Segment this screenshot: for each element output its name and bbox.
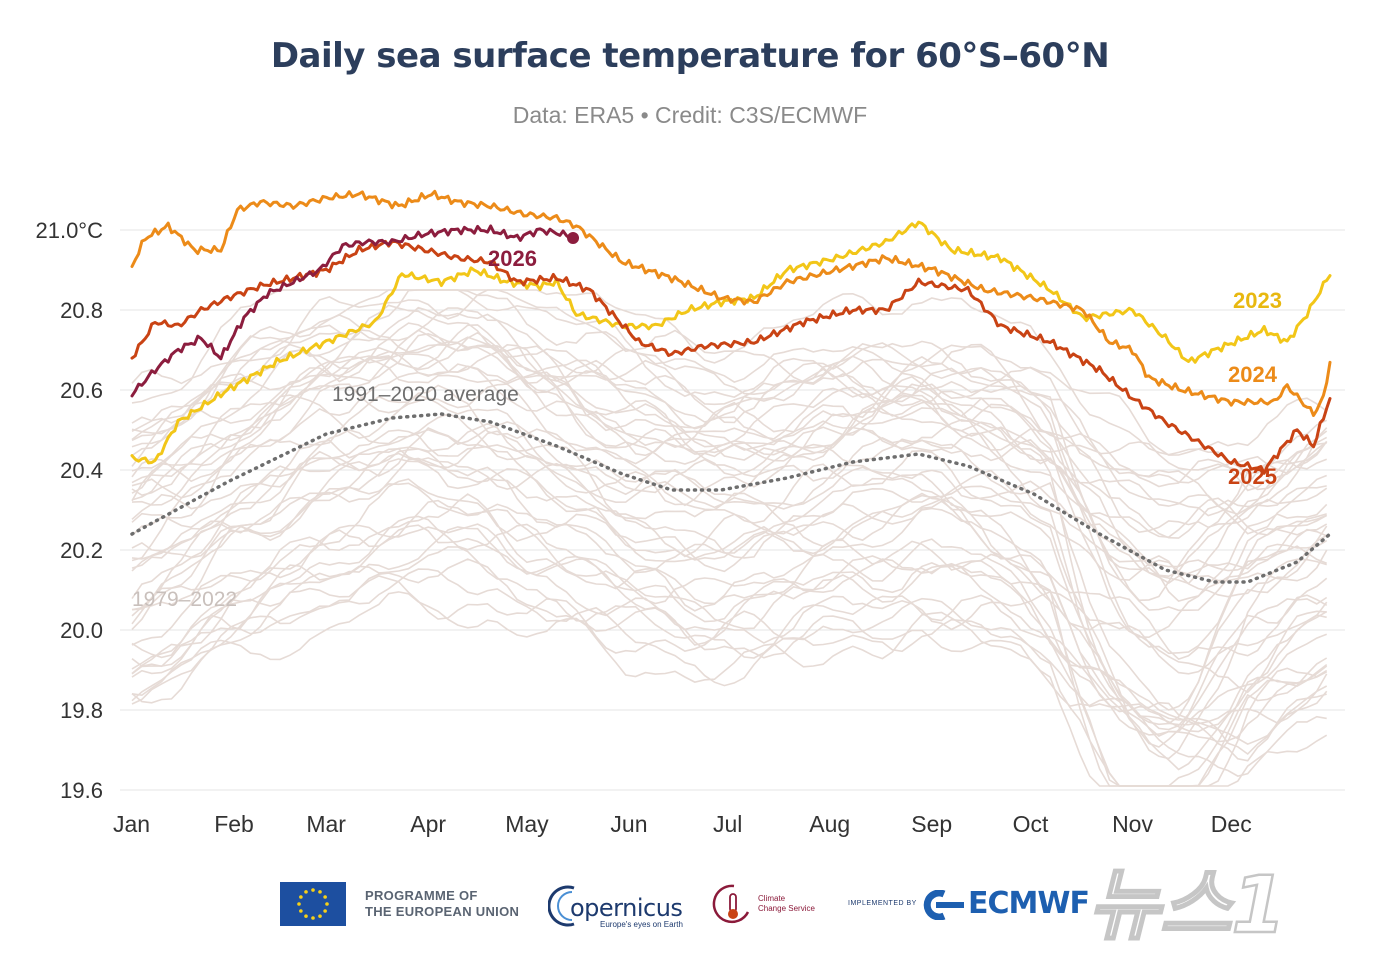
implemented-by-text: IMPLEMENTED BY	[848, 900, 917, 907]
eu-star	[323, 895, 327, 899]
historical-lines-1979-2022	[131, 289, 1328, 787]
label-2024: 2024	[1228, 362, 1278, 387]
eu-star	[304, 914, 308, 918]
historical-line	[131, 331, 1328, 572]
eu-star	[318, 890, 322, 894]
historical-line	[131, 289, 1328, 456]
series-line-2023	[130, 220, 1332, 465]
news1-watermark: 뉴스1	[1087, 860, 1287, 953]
historical-line	[131, 289, 1328, 585]
x-tick-label: Nov	[1112, 811, 1153, 837]
historical-line	[131, 329, 1327, 535]
y-tick-label: 19.8	[60, 698, 103, 723]
historical-line	[131, 336, 1328, 602]
eu-star	[318, 914, 322, 918]
y-tick-label: 21.0°C	[35, 218, 103, 243]
historical-line	[131, 482, 1328, 661]
eu-star	[299, 909, 303, 913]
eu-flag-icon	[280, 882, 346, 926]
eu-star	[299, 895, 303, 899]
y-tick-label: 20.8	[60, 298, 103, 323]
axis-labels: 21.0°C 20.8 20.6 20.4 20.2 20.0 19.8 19.6 Jan Feb…	[35, 218, 1251, 837]
x-tick-label: Aug	[809, 811, 850, 837]
label-average: 1991–2020 average	[332, 383, 519, 406]
c3s-thermometer-icon	[712, 884, 750, 924]
ecmwf-wordmark: ECMWF	[968, 886, 1090, 921]
historical-line	[131, 430, 1327, 584]
historical-line	[131, 422, 1328, 748]
series-line-2025	[130, 239, 1332, 475]
historical-line	[131, 478, 1328, 743]
c3s-line-2: Change Service	[758, 904, 815, 913]
series-line-2024	[130, 189, 1332, 417]
eu-line-2: THE EUROPEAN UNION	[365, 904, 520, 919]
x-tick-label: Oct	[1013, 811, 1049, 837]
eu-star	[323, 909, 327, 913]
x-tick-label: Jun	[610, 811, 647, 837]
x-tick-label: Jul	[713, 811, 742, 837]
eu-star	[325, 902, 329, 906]
label-2025: 2025	[1228, 464, 1277, 489]
grid-lines	[120, 229, 1345, 791]
historical-line	[131, 413, 1328, 582]
eu-star	[297, 902, 301, 906]
chart-title: Daily sea surface temperature for 60°S–6…	[270, 36, 1110, 76]
eu-line-1: PROGRAMME OF	[365, 888, 478, 903]
y-tick-label: 20.4	[60, 458, 103, 483]
series-endpoint-2026	[567, 232, 580, 244]
series-line-2026	[130, 224, 575, 398]
historical-line	[131, 346, 1327, 517]
historical-line	[131, 575, 1328, 787]
eu-programme-text: PROGRAMME OF THE EUROPEAN UNION	[365, 888, 519, 920]
y-tick-label: 20.2	[60, 538, 103, 563]
copernicus-tagline: Europe's eyes on Earth	[600, 920, 683, 929]
x-tick-label: Sep	[911, 811, 952, 837]
historical-line	[131, 306, 1328, 492]
historical-line	[131, 329, 1328, 655]
historical-line	[131, 322, 1327, 578]
copernicus-c-icon	[548, 885, 575, 927]
label-2026: 2026	[488, 246, 537, 271]
x-tick-label: Dec	[1211, 811, 1252, 837]
eu-star	[311, 916, 315, 920]
x-tick-label: Mar	[306, 811, 346, 837]
historical-line	[131, 515, 1328, 756]
y-tick-label: 20.6	[60, 378, 103, 403]
series-line-average	[130, 412, 1332, 584]
x-tick-label: Jan	[113, 811, 150, 837]
historical-line	[131, 558, 1328, 787]
series-lines	[130, 189, 1332, 584]
eu-star	[304, 890, 308, 894]
chart-subtitle: Data: ERA5 • Credit: C3S/ECMWF	[512, 102, 868, 128]
historical-line	[131, 421, 1328, 711]
y-tick-label: 19.6	[60, 778, 103, 803]
historical-line	[131, 493, 1328, 787]
historical-line	[131, 384, 1328, 598]
watermark-text: 뉴스1	[1088, 861, 1286, 951]
c3s-text: Climate Change Service	[758, 894, 815, 914]
x-tick-label: Apr	[410, 811, 446, 837]
historical-line	[131, 304, 1328, 515]
eu-star	[311, 888, 315, 892]
historical-line	[131, 307, 1328, 484]
copernicus-wordmark: opernicus	[570, 894, 683, 922]
ecmwf-icon	[923, 890, 964, 920]
historical-line	[131, 289, 1328, 491]
label-historical: 1979–2022	[132, 588, 237, 611]
footer-logos: PROGRAMME OF THE EUROPEAN UNION opernicu…	[0, 860, 1380, 960]
x-tick-label: Feb	[214, 811, 254, 837]
c3s-line-1: Climate	[758, 894, 786, 903]
historical-line	[131, 394, 1327, 539]
sea-surface-temperature-chart: 21.0°C 20.8 20.6 20.4 20.2 20.0 19.8 19.6 Jan Feb…	[35, 189, 1345, 837]
x-tick-label: May	[505, 811, 549, 837]
historical-line	[131, 499, 1328, 787]
label-2023: 2023	[1233, 288, 1282, 313]
historical-line	[131, 289, 1328, 474]
historical-line	[131, 332, 1328, 726]
y-tick-label: 20.0	[60, 618, 103, 643]
series-labels: 1979–2022 1991–2020 average 2026 2023 20…	[132, 246, 1282, 611]
